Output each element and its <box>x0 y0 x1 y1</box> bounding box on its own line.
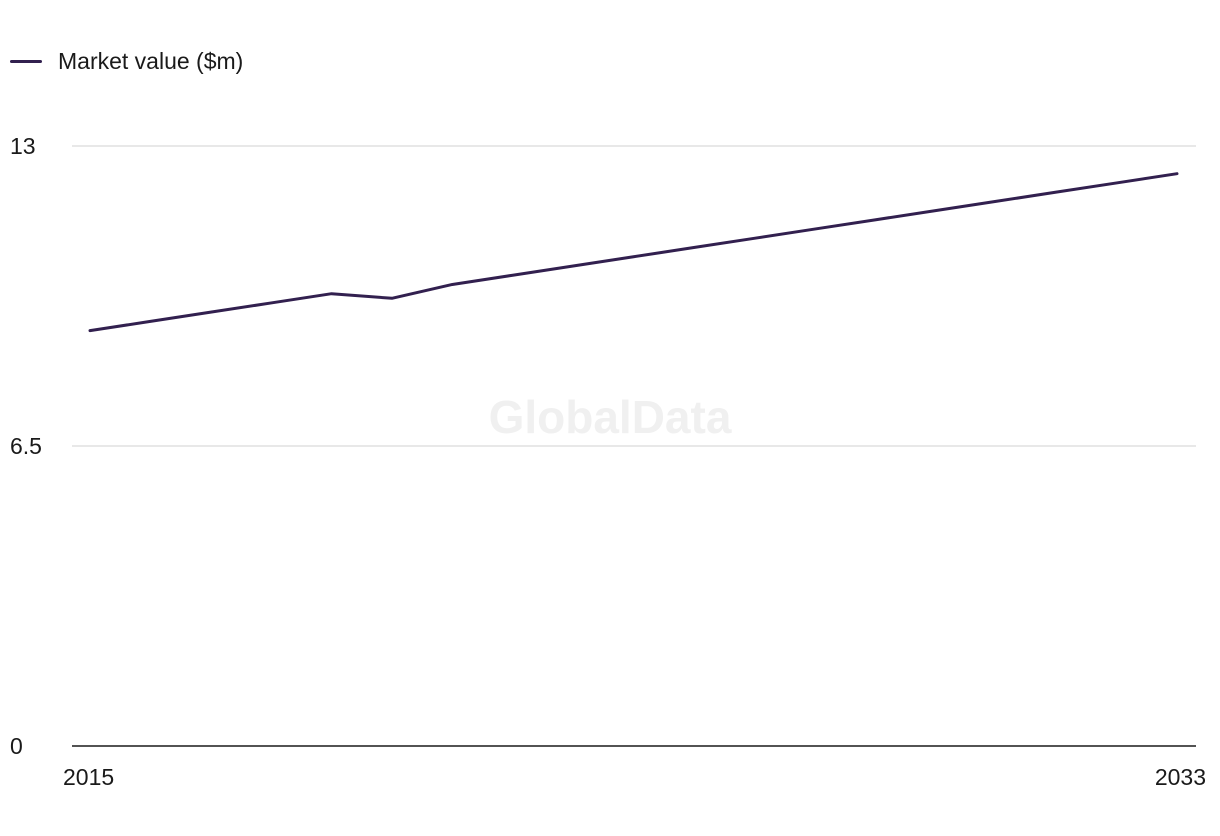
x-tick-label: 2015 <box>63 764 114 790</box>
data-point[interactable] <box>84 325 96 337</box>
y-tick-label: 6.5 <box>10 433 42 459</box>
watermark: GlobalData <box>489 391 732 443</box>
data-point[interactable] <box>144 315 156 327</box>
data-point[interactable] <box>929 205 941 217</box>
data-point[interactable] <box>386 292 398 304</box>
y-tick-label: 13 <box>10 133 36 159</box>
data-point[interactable] <box>1111 177 1123 189</box>
data-point[interactable] <box>809 223 821 235</box>
data-point[interactable] <box>446 278 458 290</box>
label-layer: 0 6.5 13 2015 2033 <box>10 133 1206 790</box>
series-line <box>88 172 1179 333</box>
data-point[interactable] <box>990 195 1002 207</box>
data-point[interactable] <box>1050 186 1062 198</box>
legend-label: Market value ($m) <box>58 47 244 74</box>
data-point[interactable] <box>869 214 881 226</box>
grid-layer <box>72 145 1196 447</box>
data-point[interactable] <box>326 288 338 300</box>
data-point[interactable] <box>567 260 579 272</box>
data-point[interactable] <box>265 297 277 309</box>
data-point[interactable] <box>507 269 519 281</box>
data-point[interactable] <box>688 242 700 254</box>
y-tick-label: 0 <box>10 733 23 759</box>
data-point[interactable] <box>205 306 217 318</box>
data-point[interactable] <box>748 232 760 244</box>
series-layer <box>84 168 1183 337</box>
x-tick-label: 2033 <box>1155 764 1206 790</box>
data-point[interactable] <box>628 251 640 263</box>
data-point[interactable] <box>1171 168 1183 180</box>
legend-swatch <box>10 59 42 63</box>
chart-legend: Market value ($m) <box>10 46 243 76</box>
